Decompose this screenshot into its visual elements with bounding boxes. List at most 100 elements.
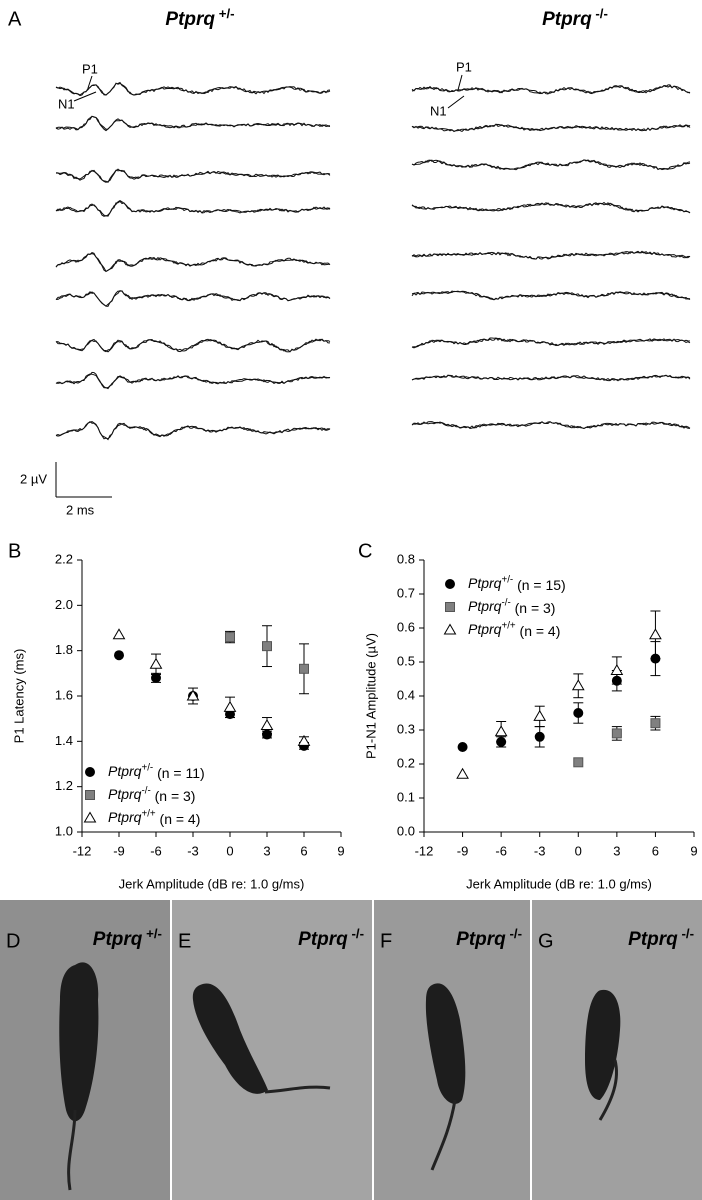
panel-title: Ptprq +/- — [165, 6, 234, 30]
x-tick-label: 6 — [652, 843, 659, 858]
marker-circle — [457, 742, 468, 752]
mouse-tail — [67, 1109, 77, 1191]
panel-letter: A — [8, 8, 22, 30]
pointer — [447, 95, 465, 109]
trace — [55, 373, 331, 389]
marker-square — [299, 663, 309, 674]
y-tick-label: 1.6 — [55, 687, 73, 702]
trace — [411, 337, 691, 348]
panel-letter: C — [358, 540, 372, 562]
trace — [56, 290, 331, 307]
scale-label: 2 ms — [66, 502, 95, 517]
trace — [55, 200, 331, 217]
y-tick-label: 1.4 — [55, 733, 73, 748]
marker-circle — [85, 767, 95, 777]
trace — [411, 290, 691, 301]
marker-square — [445, 602, 455, 612]
trace — [55, 338, 330, 353]
marker-triangle — [443, 623, 457, 635]
panel-title: Ptprq -/- — [542, 6, 608, 30]
y-tick-label: 0.6 — [397, 619, 415, 634]
photo — [172, 900, 372, 1200]
marker-triangle — [571, 679, 585, 691]
x-tick-label: -6 — [495, 843, 507, 858]
marker-square — [85, 790, 95, 800]
trace — [55, 81, 331, 96]
x-tick-label: 3 — [613, 843, 620, 858]
trace — [411, 250, 691, 260]
legend-label: Ptprq+/- (n = 11) — [108, 762, 205, 780]
photo-genotype: Ptprq -/- — [628, 926, 694, 950]
trace — [55, 290, 331, 307]
trace — [55, 82, 331, 97]
y-tick-label: 0.5 — [397, 653, 415, 668]
pointer — [457, 74, 463, 91]
trace — [411, 84, 691, 95]
legend-label: Ptprq-/- (n = 3) — [108, 785, 195, 803]
y-tick-label: 0.2 — [397, 755, 415, 770]
y-tick-label: 0.7 — [397, 585, 415, 600]
marker-square — [650, 718, 661, 729]
photo-genotype: Ptprq -/- — [456, 926, 522, 950]
legend-label: Ptprq+/- (n = 15) — [468, 574, 566, 592]
trace — [55, 252, 331, 272]
y-tick-label: 0.4 — [397, 687, 415, 702]
y-axis-label: P1-N1 Amplitude (µV) — [363, 633, 378, 759]
trace — [55, 420, 331, 440]
marker-triangle — [223, 700, 237, 712]
photo-genotype: Ptprq -/- — [298, 926, 364, 950]
y-tick-label: 1.8 — [55, 642, 73, 657]
trace — [411, 159, 691, 171]
marker-circle — [114, 650, 124, 661]
peak-label: P1 — [82, 61, 98, 76]
trace — [411, 202, 691, 214]
trace — [411, 290, 691, 301]
marker-circle — [445, 579, 455, 589]
x-tick-label: 0 — [226, 843, 233, 858]
legend-label: Ptprq+/+ (n = 4) — [108, 808, 200, 826]
x-axis-label: Jerk Amplitude (dB re: 1.0 g/ms) — [119, 876, 305, 891]
trace — [55, 168, 331, 183]
y-tick-label: 1.0 — [55, 823, 73, 838]
x-tick-label: 9 — [337, 843, 344, 858]
panel-letter: E — [178, 930, 191, 952]
y-tick-label: 1.2 — [55, 778, 73, 793]
trace — [55, 421, 331, 441]
marker-triangle — [494, 725, 508, 737]
marker-square — [262, 641, 272, 652]
marker-circle — [534, 731, 545, 742]
marker-square — [573, 757, 584, 768]
x-tick-label: 9 — [690, 843, 697, 858]
legend-label: Ptprq-/- (n = 3) — [468, 597, 555, 615]
x-tick-label: 3 — [263, 843, 270, 858]
y-axis-label: P1 Latency (ms) — [11, 649, 26, 744]
trace — [411, 374, 691, 382]
x-axis-label: Jerk Amplitude (dB re: 1.0 g/ms) — [466, 876, 652, 891]
marker-triangle — [186, 689, 200, 701]
x-tick-label: 0 — [575, 843, 582, 858]
y-tick-label: 0.1 — [397, 789, 415, 804]
mouse-body — [59, 962, 99, 1122]
trace — [55, 200, 331, 217]
x-tick-label: -3 — [534, 843, 546, 858]
mouse-tail — [598, 1059, 619, 1121]
panel-letter: F — [380, 930, 392, 952]
x-tick-label: -12 — [73, 843, 92, 858]
photo-genotype: Ptprq +/- — [93, 926, 162, 950]
marker-triangle — [649, 628, 662, 640]
y-tick-label: 0.8 — [397, 551, 415, 566]
peak-label: N1 — [58, 96, 75, 111]
mouse-body — [425, 983, 466, 1104]
y-tick-label: 2.0 — [55, 597, 73, 612]
marker-circle — [573, 708, 584, 718]
trace — [411, 123, 691, 132]
y-tick-label: 0.3 — [397, 721, 415, 736]
trace — [411, 251, 691, 260]
x-tick-label: -12 — [415, 843, 434, 858]
mouse-tail — [430, 1099, 457, 1171]
pointer — [73, 91, 97, 102]
panel-letter: D — [6, 930, 20, 952]
legend-label: Ptprq+/+ (n = 4) — [468, 620, 560, 638]
trace — [55, 115, 331, 131]
